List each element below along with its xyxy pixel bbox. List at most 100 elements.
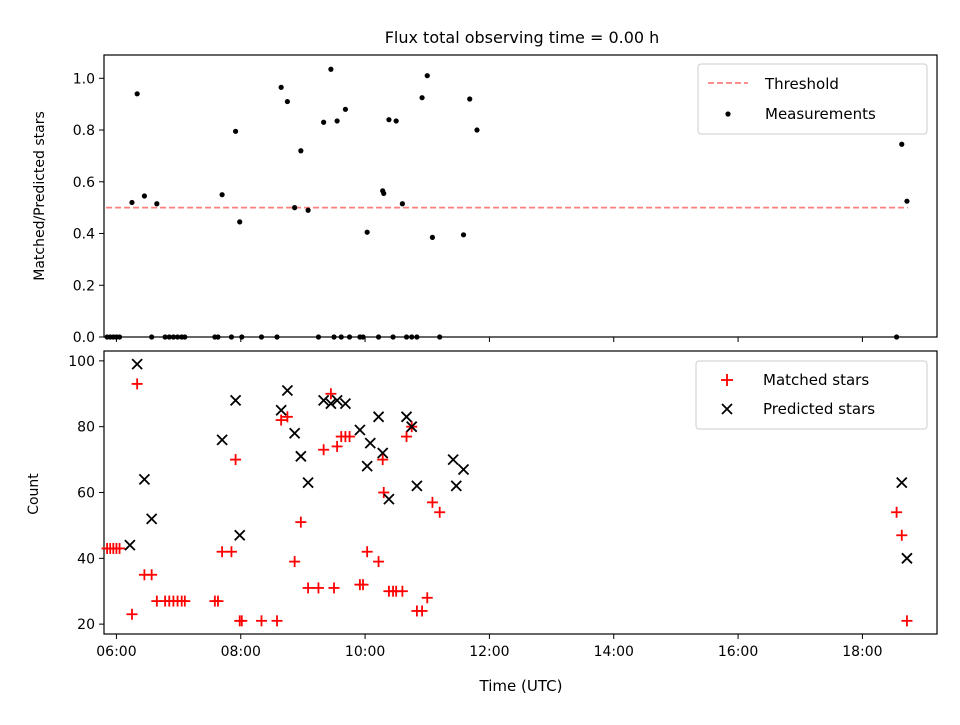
predicted-point xyxy=(302,476,314,489)
measurement-point xyxy=(219,192,225,198)
bottom-legend: Matched stars Predicted stars xyxy=(695,360,928,430)
matched-point xyxy=(377,454,389,466)
bottom-plot-area xyxy=(101,358,913,627)
bottom-x-tick-label: 10:00 xyxy=(345,644,385,660)
top-y-tick-label: 0.8 xyxy=(73,123,95,139)
top-y-tick-label: 1.0 xyxy=(73,71,95,87)
measurement-point xyxy=(284,98,290,105)
top-plot-area xyxy=(104,66,910,340)
predicted-point xyxy=(406,421,418,433)
top-axes-frame xyxy=(103,54,938,338)
measurements-legend-swatch xyxy=(725,111,731,117)
predicted-point xyxy=(331,394,343,406)
matched-point xyxy=(114,542,126,554)
measurement-point xyxy=(399,201,405,207)
matched-point xyxy=(146,569,158,581)
bottom-y-tick-label: 60 xyxy=(77,486,95,502)
measurement-point xyxy=(170,334,177,340)
measurement-point xyxy=(893,334,900,340)
measurement-point xyxy=(321,119,327,125)
matched-point xyxy=(891,506,903,518)
measurement-point xyxy=(141,193,148,199)
bottom-axes: 20 40 60 80 100 06:00 08:00 10:00 12:00 14:00 16:0… xyxy=(26,350,938,695)
measurement-point xyxy=(409,334,415,340)
measurement-point xyxy=(386,117,392,123)
measurement-point xyxy=(278,84,284,90)
measurement-point xyxy=(346,334,353,340)
bottom-x-tick-label: 16:00 xyxy=(718,644,758,660)
measurement-point xyxy=(182,334,188,340)
predicted-legend-swatch xyxy=(721,403,733,415)
matched-point xyxy=(344,431,356,443)
top-axes: 0.0 0.2 0.4 0.6 0.8 1.0 Matched/Predicted sta… xyxy=(32,54,938,346)
measurement-point xyxy=(315,334,322,340)
measurement-point xyxy=(274,334,280,340)
measurement-point xyxy=(258,334,265,340)
top-y-axis-label: Matched/Predicted stars xyxy=(32,111,48,281)
matched-point xyxy=(126,608,138,620)
matched-point xyxy=(318,444,330,456)
matched-point xyxy=(230,454,242,466)
matched-point xyxy=(396,585,408,597)
matched-legend-label: Matched stars xyxy=(763,371,869,389)
bottom-x-tick-label: 12:00 xyxy=(469,644,509,660)
matched-point xyxy=(236,615,248,627)
measurements-legend-label: Measurements xyxy=(765,105,876,123)
predicted-point xyxy=(901,552,913,564)
predicted-point xyxy=(383,493,395,505)
predicted-point xyxy=(131,358,143,370)
matched-point xyxy=(295,516,307,528)
chart-title: Flux total observing time = 0.00 h xyxy=(385,28,660,47)
matched-point xyxy=(289,556,301,568)
x-axis-label: Time (UTC) xyxy=(479,677,563,695)
matched-point xyxy=(426,496,438,508)
measurement-point xyxy=(342,106,349,112)
measurement-point xyxy=(419,95,425,101)
measurement-point xyxy=(338,334,344,340)
bottom-y-tick-label: 80 xyxy=(77,420,95,436)
bottom-x-tick-label: 14:00 xyxy=(594,644,634,660)
matched-point xyxy=(179,595,191,607)
predicted-point xyxy=(377,447,389,459)
measurement-point xyxy=(237,219,243,225)
matched-point xyxy=(378,487,390,498)
predicted-point xyxy=(289,427,301,439)
measurement-point xyxy=(215,334,221,340)
predicted-point xyxy=(339,398,352,410)
predicted-point xyxy=(457,463,470,476)
matched-point xyxy=(328,582,340,594)
matched-point xyxy=(421,592,433,604)
predicted-point xyxy=(138,473,151,485)
bottom-y-tick-label: 40 xyxy=(77,551,95,567)
predicted-point xyxy=(146,513,158,525)
matched-legend-swatch xyxy=(721,374,733,386)
predicted-point xyxy=(354,424,366,436)
matched-point xyxy=(271,615,283,627)
predicted-point xyxy=(295,450,307,462)
measurement-point xyxy=(239,334,245,340)
threshold-legend-label: Threshold xyxy=(764,75,839,93)
predicted-point xyxy=(234,529,246,541)
top-legend-box xyxy=(697,63,928,135)
measurement-point xyxy=(331,334,337,340)
bottom-x-tick-label: 08:00 xyxy=(221,644,261,660)
measurement-point xyxy=(414,334,420,340)
measurement-point xyxy=(467,96,473,102)
bottom-ticks: 20 40 60 80 100 06:00 08:00 10:00 12:00 14:00 16:0… xyxy=(68,354,882,660)
matched-point xyxy=(357,579,369,591)
measurement-point xyxy=(116,334,123,340)
matched-point xyxy=(901,615,913,627)
predicted-point xyxy=(400,411,413,423)
predicted-point xyxy=(896,476,908,489)
measurement-point xyxy=(424,73,430,79)
matched-point xyxy=(216,546,228,558)
measurement-point xyxy=(474,127,480,133)
matched-point xyxy=(373,556,385,568)
top-y-tick-label: 0.4 xyxy=(73,227,95,243)
measurement-point xyxy=(328,66,334,72)
predicted-point xyxy=(275,404,287,416)
measurement-point xyxy=(232,128,239,134)
measurement-point xyxy=(298,148,304,154)
measurement-point xyxy=(149,334,155,340)
